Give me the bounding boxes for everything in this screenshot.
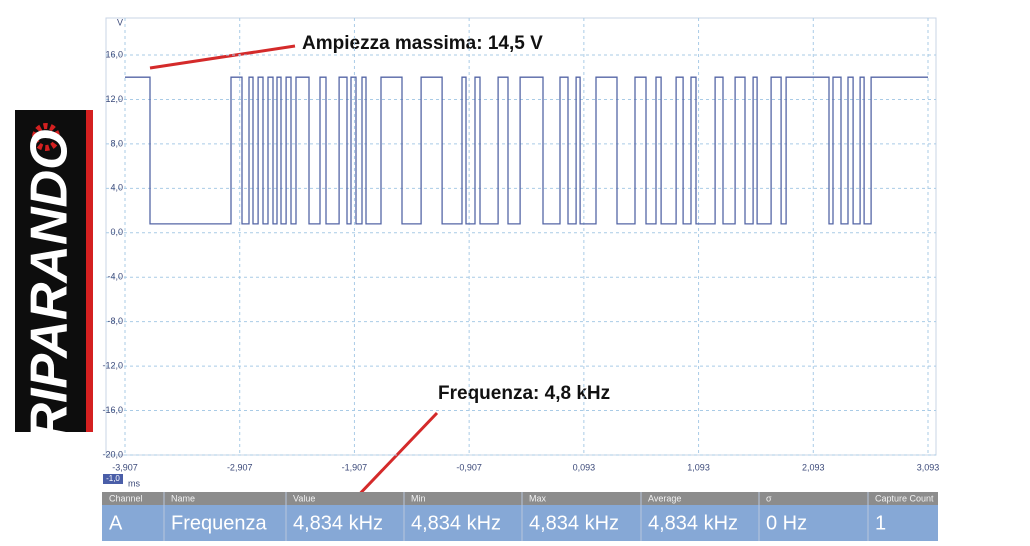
table-cell: 4,834 kHz [529, 512, 619, 534]
measurement-table: Channel Name Value Min Max Average σ Capture Co… [102, 492, 938, 541]
table-cell: 4,834 kHz [648, 512, 738, 534]
y-tick-label: 4,0 [110, 183, 123, 193]
column-header: Max [529, 493, 547, 503]
x-offset-label: -1,0 [106, 474, 120, 483]
y-tick-label: -8,0 [107, 316, 123, 326]
table-cell: 4,834 kHz [411, 512, 501, 534]
offset-box [103, 474, 123, 484]
x-tick-label: -2,907 [227, 462, 253, 472]
annotation-pointer [350, 411, 439, 504]
signal-trace [125, 76, 928, 225]
x-tick-label: 3,093 [917, 462, 940, 472]
table-cell: 1 [875, 512, 886, 534]
column-header: Value [293, 493, 315, 503]
column-header: Name [171, 493, 195, 503]
x-tick-label: -3,907 [112, 462, 138, 472]
table-row [102, 505, 938, 541]
column-header: Min [411, 493, 426, 503]
table-header [102, 492, 938, 505]
annotation: Frequenza: 4,8 kHz [438, 383, 610, 404]
y-tick-label: -12,0 [102, 360, 123, 370]
logo: RIPARANDO [15, 110, 93, 441]
logo-text: RIPARANDO [21, 129, 79, 440]
y-tick-label: -16,0 [102, 405, 123, 415]
y-tick-label: -4,0 [107, 272, 123, 282]
column-header: Capture Count [875, 493, 934, 503]
annotation-pointer [149, 44, 296, 70]
logo-stripe [86, 110, 93, 432]
column-header: Average [648, 493, 681, 503]
y-tick-label: 16,0 [105, 49, 123, 59]
x-tick-label: 2,093 [802, 462, 825, 472]
x-tick-label: 0,093 [573, 462, 596, 472]
logo-background [15, 110, 87, 432]
x-tick-label: -0,907 [456, 462, 482, 472]
annotation: Ampiezza massima: 14,5 V [302, 33, 543, 54]
table-cell: 4,834 kHz [293, 512, 383, 534]
y-axis-label: V [117, 17, 123, 27]
y-tick-label: -20,0 [102, 449, 123, 459]
table-cell: 0 Hz [766, 512, 807, 534]
x-tick-label: -1,907 [342, 462, 368, 472]
y-tick-label: 8,0 [110, 138, 123, 148]
table-cell: Frequenza [171, 512, 267, 534]
y-tick-label: 0,0 [110, 227, 123, 237]
y-tick-label: 12,0 [105, 94, 123, 104]
plot-area [105, 17, 937, 456]
logo-gear [32, 123, 60, 151]
x-tick-label: 1,093 [687, 462, 710, 472]
x-axis-label: ms [128, 478, 140, 488]
column-header: σ [766, 493, 772, 503]
column-header: Channel [109, 493, 143, 503]
table-cell: A [109, 512, 123, 534]
